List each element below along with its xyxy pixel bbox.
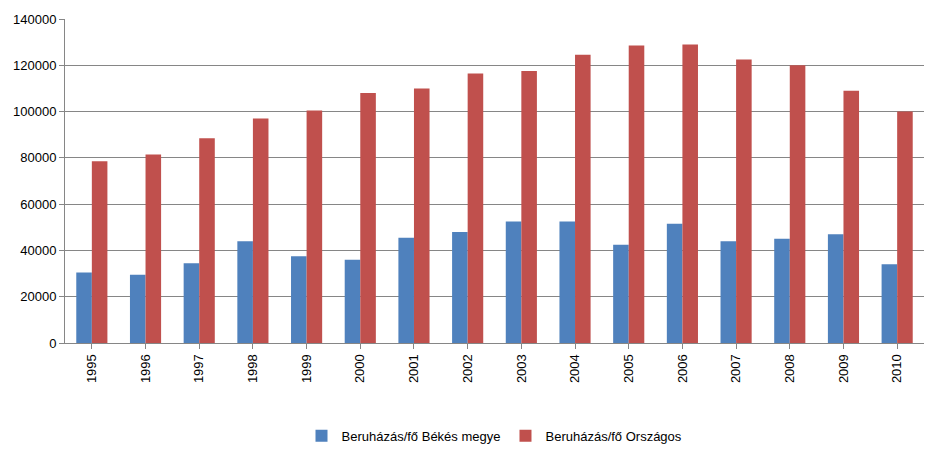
svg-text:20000: 20000 bbox=[20, 289, 56, 304]
svg-text:2007: 2007 bbox=[728, 354, 743, 383]
svg-text:2010: 2010 bbox=[889, 354, 904, 383]
svg-text:40000: 40000 bbox=[20, 243, 56, 258]
svg-text:1995: 1995 bbox=[84, 354, 99, 383]
svg-text:2006: 2006 bbox=[675, 354, 690, 383]
svg-text:2002: 2002 bbox=[460, 354, 475, 383]
svg-text:2008: 2008 bbox=[782, 354, 797, 383]
svg-text:1999: 1999 bbox=[299, 354, 314, 383]
svg-text:0: 0 bbox=[49, 336, 56, 351]
svg-text:1998: 1998 bbox=[245, 354, 260, 383]
svg-text:60000: 60000 bbox=[20, 197, 56, 212]
svg-text:2009: 2009 bbox=[836, 354, 851, 383]
svg-text:2003: 2003 bbox=[514, 354, 529, 383]
svg-text:2004: 2004 bbox=[567, 354, 582, 383]
svg-text:2005: 2005 bbox=[621, 354, 636, 383]
svg-text:100000: 100000 bbox=[13, 104, 56, 119]
svg-text:1997: 1997 bbox=[191, 354, 206, 383]
svg-text:80000: 80000 bbox=[20, 150, 56, 165]
svg-text:120000: 120000 bbox=[13, 58, 56, 73]
svg-text:Beruházás/fő Országos: Beruházás/fő Országos bbox=[545, 429, 681, 444]
svg-text:2001: 2001 bbox=[406, 354, 421, 383]
svg-text:Beruházás/fő Békés megye: Beruházás/fő Békés megye bbox=[342, 429, 501, 444]
svg-text:140000: 140000 bbox=[13, 12, 56, 27]
svg-text:1996: 1996 bbox=[138, 354, 153, 383]
svg-text:2000: 2000 bbox=[353, 354, 368, 383]
